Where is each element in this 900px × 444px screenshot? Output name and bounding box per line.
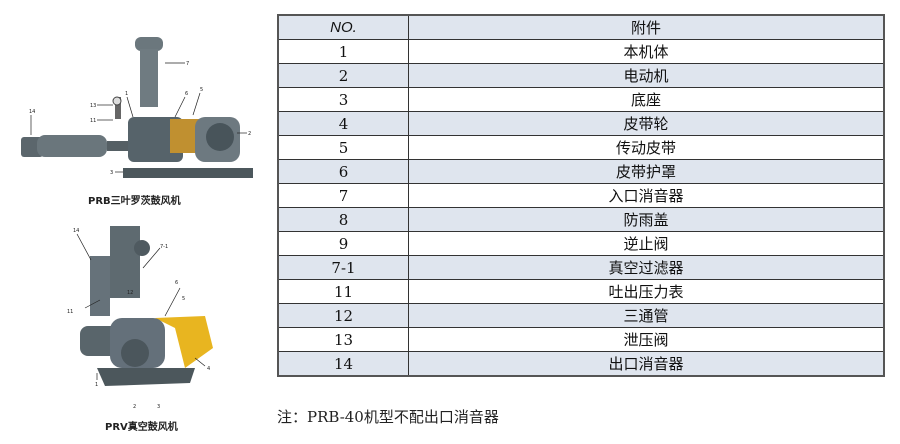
header-no: NO. (278, 14, 409, 40)
table-row: 8 防雨盖 (278, 207, 884, 232)
row-part: 出口消音器 (408, 351, 884, 376)
table-row: 7 入口消音器 (278, 183, 884, 208)
row-no: 13 (278, 327, 409, 352)
row-no: 14 (278, 351, 409, 376)
row-no: 11 (278, 279, 409, 304)
svg-text:1: 1 (125, 91, 128, 97)
prb-caption: PRB三叶罗茨鼓风机 (88, 196, 181, 207)
prv-caption: PRV真空鼓风机 (105, 422, 178, 433)
row-part: 吐出压力表 (408, 279, 884, 304)
svg-text:7-1: 7-1 (160, 244, 168, 250)
row-part: 电动机 (408, 63, 884, 88)
svg-text:3: 3 (110, 170, 113, 176)
table-row: 3 底座 (278, 87, 884, 112)
row-part: 真空过滤器 (408, 255, 884, 280)
parts-table: NO. 附件 1 本机体 2 电动机 3 底座 4 皮带轮 5 传动皮带 6 皮带护罩 7 入口消音器 8 防… (277, 14, 885, 377)
svg-text:6: 6 (185, 91, 188, 97)
svg-text:11: 11 (90, 118, 96, 124)
row-no: 1 (278, 39, 409, 64)
svg-text:14: 14 (73, 228, 79, 234)
row-no: 8 (278, 207, 409, 232)
svg-text:2: 2 (248, 131, 251, 137)
table-row: 9 逆止阀 (278, 231, 884, 256)
header-part: 附件 (408, 14, 884, 40)
table-row: 11 吐出压力表 (278, 279, 884, 304)
svg-text:2: 2 (133, 404, 136, 408)
table-row: 1 本机体 (278, 39, 884, 64)
svg-text:6: 6 (175, 280, 178, 286)
table-row: 13 泄压阀 (278, 327, 884, 352)
row-no: 3 (278, 87, 409, 112)
row-no: 5 (278, 135, 409, 160)
table-row: 4 皮带轮 (278, 111, 884, 136)
svg-text:1: 1 (95, 382, 98, 388)
row-part: 入口消音器 (408, 183, 884, 208)
row-no: 6 (278, 159, 409, 184)
table-header: NO. 附件 (278, 14, 884, 40)
row-no: 2 (278, 63, 409, 88)
table-row: 2 电动机 (278, 63, 884, 88)
svg-text:14: 14 (29, 109, 35, 115)
svg-text:5: 5 (182, 296, 185, 302)
svg-text:4: 4 (207, 366, 210, 372)
row-part: 本机体 (408, 39, 884, 64)
row-no: 7 (278, 183, 409, 208)
svg-text:7: 7 (186, 61, 189, 67)
row-no: 12 (278, 303, 409, 328)
table-row: 14 出口消音器 (278, 351, 884, 376)
table-row: 12 三通管 (278, 303, 884, 328)
row-part: 皮带轮 (408, 111, 884, 136)
row-no: 9 (278, 231, 409, 256)
svg-text:11: 11 (67, 309, 73, 315)
row-part: 三通管 (408, 303, 884, 328)
row-part: 防雨盖 (408, 207, 884, 232)
table-row: 6 皮带护罩 (278, 159, 884, 184)
row-part: 皮带护罩 (408, 159, 884, 184)
row-part: 泄压阀 (408, 327, 884, 352)
row-no: 7-1 (278, 255, 409, 280)
svg-text:3: 3 (157, 404, 160, 408)
row-part: 底座 (408, 87, 884, 112)
row-no: 4 (278, 111, 409, 136)
svg-text:13: 13 (90, 103, 96, 109)
table-row: 7-1 真空过滤器 (278, 255, 884, 280)
footnote: 注：PRB-40机型不配出口消音器 (277, 408, 499, 426)
table-row: 5 传动皮带 (278, 135, 884, 160)
row-part: 逆止阀 (408, 231, 884, 256)
row-part: 传动皮带 (408, 135, 884, 160)
svg-text:12: 12 (127, 290, 133, 296)
svg-text:5: 5 (200, 87, 203, 93)
